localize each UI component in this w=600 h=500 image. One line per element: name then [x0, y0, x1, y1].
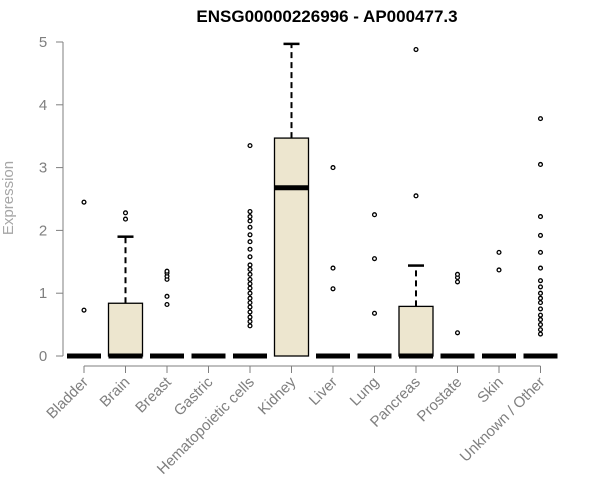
outlier-point	[537, 300, 544, 306]
outlier-point	[330, 165, 336, 171]
outlier-point	[122, 210, 129, 216]
box-series	[67, 42, 558, 359]
outlier-point	[537, 327, 544, 333]
outlier-point	[122, 216, 129, 222]
outlier-point	[537, 331, 544, 337]
box-prostate	[440, 271, 475, 359]
box-body	[398, 305, 434, 357]
outlier-point	[164, 301, 170, 308]
outlier-point	[247, 300, 253, 306]
outlier-point	[247, 309, 253, 315]
outlier-point	[330, 286, 336, 292]
box-body	[273, 137, 310, 357]
outlier-point	[247, 314, 253, 320]
outlier-point	[81, 307, 87, 313]
x-tick-label: Lung	[347, 374, 383, 410]
outlier-point	[247, 239, 253, 245]
box-hematopoietic-cells	[233, 143, 267, 359]
outlier-point	[537, 214, 544, 220]
outlier-point	[537, 312, 544, 318]
outlier-point	[537, 278, 544, 284]
outlier-point	[413, 193, 419, 199]
outlier-point	[247, 246, 253, 252]
y-tick-label: 2	[39, 222, 47, 239]
outlier-point	[81, 199, 87, 205]
outlier-point	[537, 284, 544, 290]
outlier-point	[330, 265, 336, 271]
outlier-point	[164, 268, 170, 274]
y-tick-label: 3	[39, 160, 47, 177]
box-liver	[316, 165, 350, 359]
x-tick-label: Bladder	[43, 374, 92, 423]
outlier-point	[537, 290, 544, 296]
outlier-point	[247, 290, 253, 296]
outlier-point	[371, 212, 378, 218]
y-tick-label: 4	[39, 97, 47, 114]
x-tick-label: Kidney	[255, 373, 300, 418]
outlier-point	[247, 254, 253, 260]
box-unknown-other	[523, 116, 558, 359]
outlier-point	[537, 232, 544, 238]
box-bladder	[67, 199, 101, 359]
outlier-point	[247, 271, 253, 277]
outlier-point	[371, 310, 378, 316]
y-tick-label: 0	[39, 348, 47, 365]
box-brain	[107, 210, 144, 359]
outlier-point	[247, 276, 253, 282]
outlier-point	[537, 306, 544, 312]
box-body	[107, 302, 144, 357]
outlier-point	[413, 46, 419, 53]
outlier-point	[454, 271, 461, 277]
outlier-point	[247, 304, 253, 310]
box-lung	[357, 212, 392, 359]
y-axis: 0 1 2 3 4 5	[39, 34, 64, 365]
box-pancreas	[398, 46, 434, 359]
box-breast	[150, 268, 184, 359]
outlier-point	[247, 214, 253, 220]
outlier-point	[247, 224, 253, 230]
x-tick-label: Prostate	[414, 374, 466, 426]
outlier-point	[247, 262, 253, 268]
outlier-point	[247, 232, 253, 238]
outlier-point	[371, 256, 378, 262]
outlier-point	[537, 116, 544, 122]
outlier-point	[537, 265, 544, 271]
outlier-point	[537, 295, 544, 301]
outlier-point	[247, 266, 253, 272]
outlier-point	[454, 279, 461, 285]
outlier-point	[537, 249, 544, 255]
y-axis-label: Expression	[0, 161, 17, 235]
outlier-point	[164, 293, 170, 299]
outlier-point	[537, 161, 544, 168]
outlier-point	[537, 317, 544, 323]
x-tick-label: Liver	[306, 374, 341, 409]
box-skin	[482, 249, 516, 359]
outlier-point	[247, 209, 253, 215]
chart-title: ENSG00000226996 - AP000477.3	[196, 7, 457, 26]
outlier-point	[247, 285, 253, 291]
outlier-point	[537, 322, 544, 328]
y-tick-label: 5	[39, 34, 47, 51]
y-tick-label: 1	[39, 285, 47, 302]
outlier-point	[247, 318, 253, 325]
outlier-point	[454, 330, 461, 336]
x-tick-label: Breast	[132, 373, 175, 416]
outlier-point	[247, 295, 253, 301]
outlier-point	[247, 281, 253, 287]
outlier-point	[496, 267, 502, 273]
x-tick-label: Brain	[97, 374, 134, 411]
outlier-point	[247, 143, 253, 149]
outlier-point	[247, 218, 253, 224]
box-kidney	[273, 42, 310, 357]
outlier-point	[496, 249, 502, 255]
outlier-point	[247, 323, 253, 329]
x-tick-label: Skin	[474, 374, 507, 407]
